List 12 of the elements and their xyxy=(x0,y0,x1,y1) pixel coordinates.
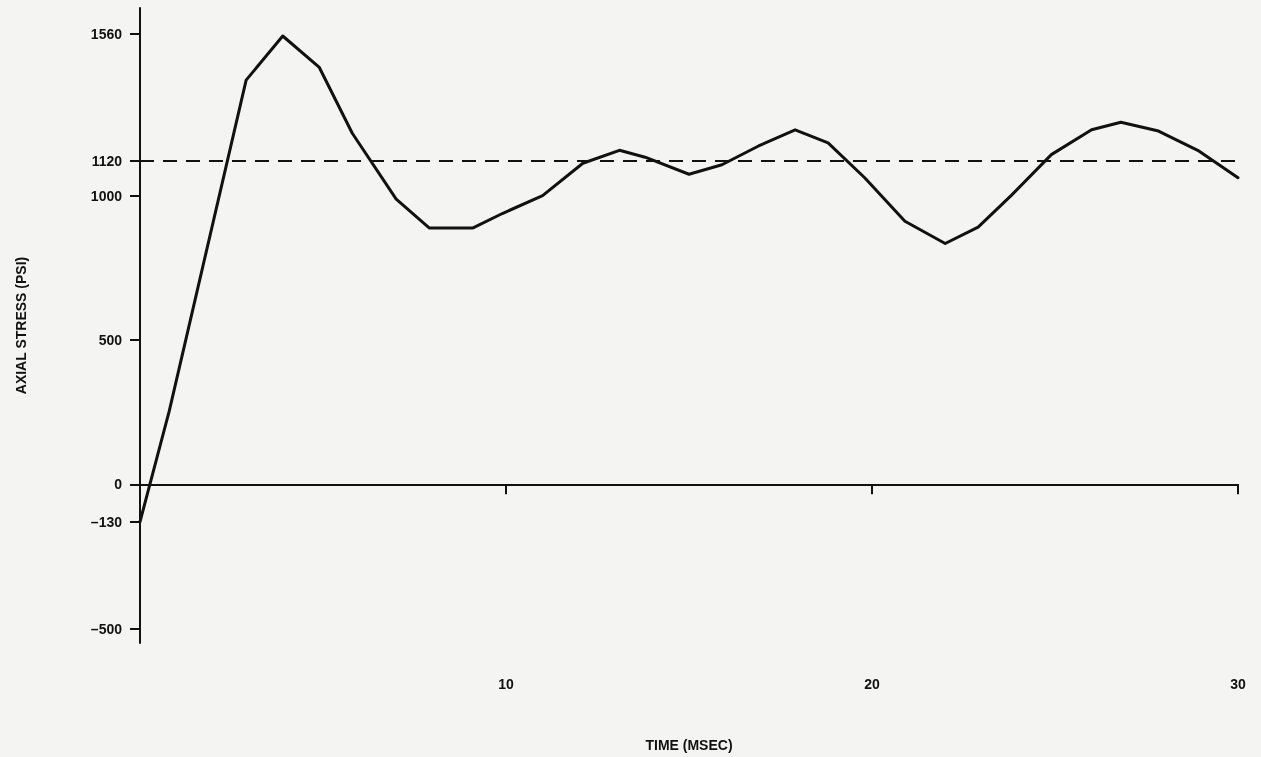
y-tick-label: 500 xyxy=(98,331,123,348)
x-tick-label: 20 xyxy=(864,676,880,692)
y-axis-title: AXIAL STRESS (PSI) xyxy=(13,256,29,395)
x-axis-title: TIME (MSEC) xyxy=(645,737,733,753)
y-tick-label: –130 xyxy=(90,513,123,530)
x-tick-label: 10 xyxy=(498,676,514,692)
y-tick-label: 0 xyxy=(114,476,123,493)
x-tick-label: 30 xyxy=(1230,676,1246,692)
y-tick-label: –500 xyxy=(90,620,123,637)
y-tick-label: 1120 xyxy=(91,152,123,169)
y-tick-label: 1560 xyxy=(90,25,123,42)
y-tick-label: 1000 xyxy=(90,187,123,204)
